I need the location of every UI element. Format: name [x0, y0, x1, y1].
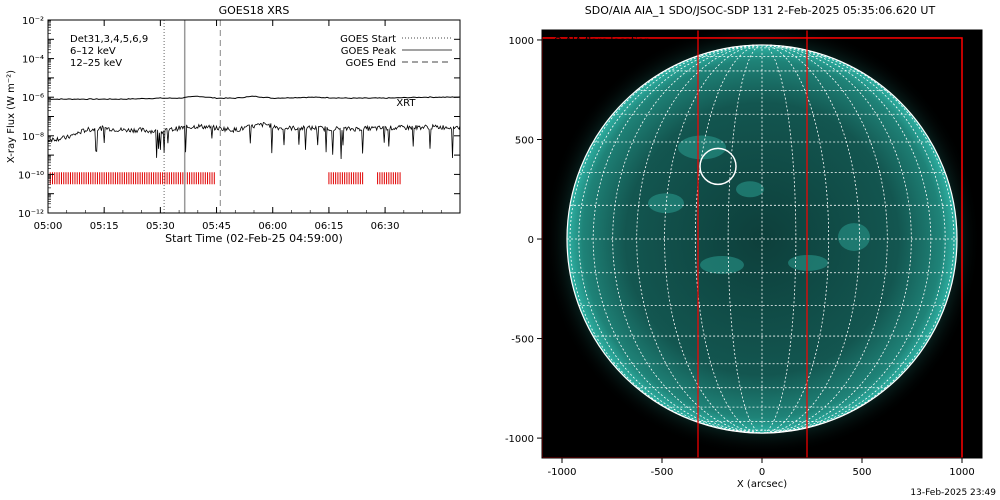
xrt-marks — [47, 172, 401, 185]
active-region — [678, 135, 726, 160]
active-region — [838, 223, 870, 251]
goes-ytick-label: 10⁻⁴ — [22, 55, 44, 66]
limb — [566, 44, 958, 434]
longitude-line — [695, 44, 763, 434]
aia-ytick-label: -1000 — [505, 434, 534, 445]
longitude-line — [592, 44, 763, 434]
goes-ytick-label: 10⁻⁶ — [22, 93, 44, 104]
detector-label: Det31,3,4,5,6,9 — [70, 34, 148, 45]
series-short — [47, 121, 461, 160]
aia-xtick-label: -1000 — [547, 467, 576, 478]
aia-xtick-label: 1000 — [949, 467, 974, 478]
goes-ytick-label: 10⁻¹² — [18, 209, 44, 220]
aia-image — [542, 30, 982, 458]
flare-location-label: O AIA flare location — [554, 36, 650, 47]
longitude-line — [727, 44, 763, 434]
longitude-line — [578, 44, 763, 434]
xrt-annotation: XRT — [396, 98, 416, 109]
active-region — [788, 254, 828, 271]
aia-xtick-label: -500 — [651, 467, 674, 478]
flare-location-circle — [699, 147, 737, 186]
goes-xlabel: Start Time (02-Feb-25 04:59:00) — [165, 232, 343, 245]
active-region — [648, 193, 684, 214]
goes-xtick-label: 05:45 — [202, 221, 231, 232]
aia-xtick-label: 0 — [759, 467, 765, 478]
aia-ytick-label: -500 — [511, 335, 534, 346]
longitude-line — [761, 44, 797, 434]
active-region — [700, 255, 744, 274]
series-long — [48, 95, 461, 101]
solar-disk — [567, 44, 957, 434]
aia-ytick-label: 0 — [528, 235, 534, 246]
active-region — [736, 181, 764, 198]
longitude-line — [761, 44, 932, 434]
goes-ytick-label: 10⁻² — [22, 16, 44, 27]
goes-xtick-label: 06:00 — [258, 221, 287, 232]
goes-xtick-label: 05:30 — [146, 221, 175, 232]
aia-title: SDO/AIA AIA_1 SDO/JSOC-SDP 131 2-Feb-202… — [585, 4, 936, 17]
longitude-line — [761, 44, 888, 434]
longitude-line — [664, 44, 763, 434]
aia-ytick-label: 500 — [515, 135, 534, 146]
longitude-line — [636, 44, 763, 434]
legend-label: GOES Peak — [341, 46, 396, 57]
goes-ytick-label: 10⁻¹⁰ — [18, 170, 44, 181]
aia-xtick-label: 500 — [852, 467, 871, 478]
detector-label: 6–12 keV — [70, 46, 116, 57]
longitude-line — [569, 44, 763, 434]
goes-title: GOES18 XRS — [219, 4, 290, 17]
goes-xtick-label: 05:00 — [34, 221, 63, 232]
legend-label: GOES Start — [340, 34, 396, 45]
goes-xtick-label: 05:15 — [90, 221, 119, 232]
legend-label: GOES End — [346, 58, 396, 69]
goes-ylabel: X-ray Flux (W m⁻²) — [6, 70, 17, 163]
detector-label: 12–25 keV — [70, 58, 122, 69]
aia-xlabel: X (arcsec) — [737, 479, 787, 490]
aia-ytick-label: 1000 — [509, 36, 534, 47]
longitude-line — [761, 44, 829, 434]
goes-xtick-label: 06:15 — [314, 221, 343, 232]
goes-ytick-label: 10⁻⁸ — [22, 132, 44, 143]
longitude-line — [761, 44, 946, 434]
longitude-line — [761, 44, 955, 434]
xrt-fov-label: XRT FOV — [552, 422, 595, 433]
goes-xtick-label: 06:30 — [371, 221, 400, 232]
footer-timestamp: 13-Feb-2025 23:49 — [910, 488, 996, 498]
